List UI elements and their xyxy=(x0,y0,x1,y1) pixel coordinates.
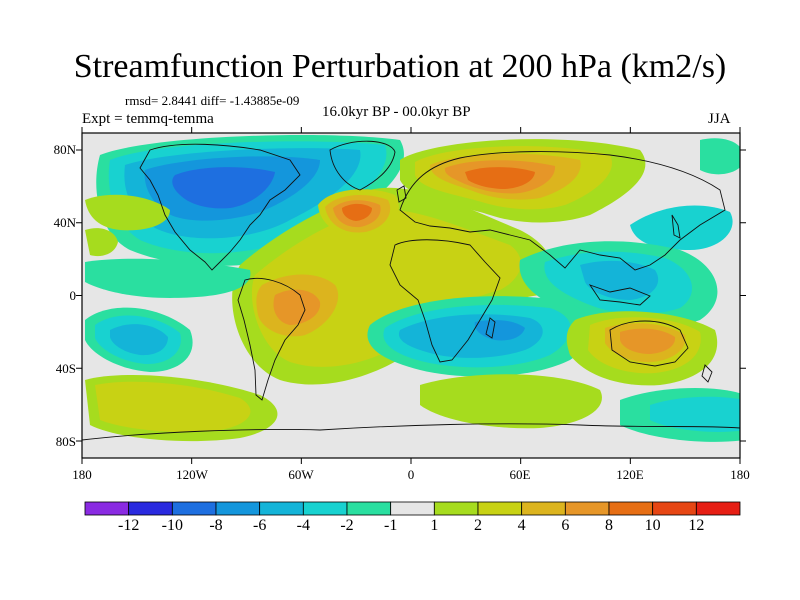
lon-label-120e: 120E xyxy=(616,467,644,482)
coastlines xyxy=(82,140,740,441)
lat-label-equator: 0 xyxy=(69,288,77,303)
coastline-antarctica xyxy=(82,423,740,441)
colorbar-label: -1 xyxy=(383,517,398,534)
contour-positive-region xyxy=(465,167,535,189)
lat-label-80s: 80S xyxy=(55,434,76,449)
contour-positive-region xyxy=(85,228,118,257)
colorbar-label: 8 xyxy=(605,517,613,534)
colorbar xyxy=(84,501,741,516)
colorbar-label: 1 xyxy=(430,517,439,534)
colorbar-swatch xyxy=(346,501,392,516)
coastline-south-america xyxy=(237,277,306,401)
colorbar-swatch xyxy=(433,501,479,516)
contour-negative-region xyxy=(172,167,275,209)
lon-label-0: 0 xyxy=(407,467,415,482)
colorbar-label: -10 xyxy=(161,517,183,534)
contour-positive-region xyxy=(620,328,676,354)
rmsd-stats: rmsd= 2.8441 diff= -1.43885e-09 xyxy=(125,93,300,108)
contour-negative-region xyxy=(650,396,740,432)
colorbar-label: -2 xyxy=(340,517,354,534)
coastline-new-zealand xyxy=(701,364,713,383)
colorbar-swatch xyxy=(564,501,610,516)
lon-label-60w: 60W xyxy=(288,467,314,482)
colorbar-swatch xyxy=(695,501,741,516)
contour-positive-region xyxy=(85,194,170,231)
contour-negative-region xyxy=(630,205,733,250)
colorbar-label: -8 xyxy=(209,517,223,534)
colorbar-label: 6 xyxy=(561,517,570,534)
colorbar-swatch xyxy=(477,501,523,516)
colorbar-swatch xyxy=(128,501,173,516)
season-label: JJA xyxy=(708,111,731,127)
colorbar-label: -4 xyxy=(296,517,310,534)
contour-positive-region xyxy=(273,289,321,325)
lon-label-180w: 180 xyxy=(72,467,92,482)
contour-negative-region xyxy=(85,258,251,298)
coastline-greenland xyxy=(329,140,396,191)
colorbar-swatch xyxy=(390,501,435,516)
contour-negative-region xyxy=(110,324,168,356)
colorbar-swatch xyxy=(302,501,348,516)
lon-label-60e: 60E xyxy=(509,467,531,482)
lat-label-40n: 40N xyxy=(53,215,76,230)
period-label: 16.0kyr BP - 00.0kyr BP xyxy=(322,104,471,120)
axis-ticks xyxy=(76,127,746,464)
contour-positive-region xyxy=(251,209,521,367)
coastline-madagascar xyxy=(485,317,496,339)
coastline-eurasia xyxy=(399,151,726,271)
colorbar-label: 12 xyxy=(688,517,705,534)
coastline-japan xyxy=(671,214,681,239)
coastline-north-america xyxy=(139,143,301,271)
coastline-africa xyxy=(389,239,501,363)
colorbar-label: 10 xyxy=(644,517,661,534)
contour-negative-region xyxy=(700,138,740,175)
colorbar-swatch xyxy=(171,501,217,516)
colorbar-swatch xyxy=(259,501,304,516)
colorbar-label: 2 xyxy=(474,517,482,534)
lon-label-180e: 180 xyxy=(730,467,750,482)
colorbar-label: 4 xyxy=(517,517,526,534)
colorbar-swatch xyxy=(84,501,130,516)
colorbar-swatch xyxy=(521,501,566,516)
colorbar-label: -6 xyxy=(252,517,267,534)
colorbar-swatch xyxy=(215,501,261,516)
lon-label-120w: 120W xyxy=(176,467,208,482)
coastline-australia xyxy=(609,320,689,367)
contour-positive-region xyxy=(95,381,251,432)
contour-negative-region xyxy=(580,260,659,300)
colorbar-label: -12 xyxy=(117,517,140,534)
contour-positive-region xyxy=(420,374,602,429)
coastline-maritime-continent xyxy=(588,284,651,306)
contour-positive-region xyxy=(342,203,372,221)
experiment-label: Expt = temmq-temma xyxy=(82,111,214,127)
colorbar-swatch xyxy=(652,501,697,516)
coastline-britain xyxy=(396,185,407,203)
map-title: Streamfunction Perturbation at 200 hPa (… xyxy=(73,48,727,85)
lat-label-40s: 40S xyxy=(55,361,76,376)
lat-label-80n: 80N xyxy=(53,142,76,157)
colorbar-swatch xyxy=(608,501,654,516)
